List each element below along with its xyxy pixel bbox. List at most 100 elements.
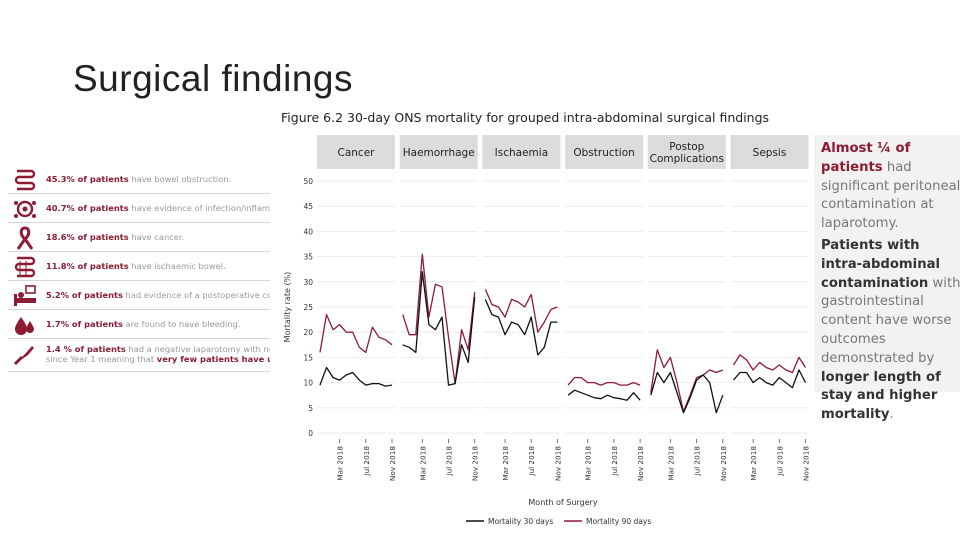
callout-bold-2: longer length of stay and higher mortali…	[821, 369, 941, 423]
blood-drops-icon	[15, 317, 34, 335]
stat-text: are found to have bleeding.	[122, 319, 241, 329]
panel-header	[565, 135, 644, 169]
panel-title: Postop	[669, 141, 704, 153]
x-tick-label: Mar 2018	[336, 446, 345, 481]
series-line-mortality-90-days	[567, 376, 641, 386]
y-tick-label: 50	[303, 177, 313, 186]
x-tick-label: Nov 2018	[802, 446, 811, 481]
panel-header	[317, 135, 395, 169]
y-tick-label: 20	[303, 328, 313, 337]
postoperative-bed-icon	[14, 285, 36, 306]
panel-haemorrhage: Haemorrhage Mar 2018 Jul 2018 Nov 2018	[399, 135, 480, 481]
figure-title: Figure 6.2 30-day ONS mortality for grou…	[281, 110, 770, 125]
x-tick-label: Nov 2018	[553, 446, 562, 481]
stat-value: 5.2% of patients	[46, 290, 123, 300]
list-item: 5.2% of patients had evidence of a posto…	[8, 283, 270, 310]
stat-value: 1.4 % of patients	[46, 344, 126, 354]
panel-title: Complications	[650, 153, 724, 165]
x-axis-label: Month of Surgery	[528, 498, 597, 507]
series-line-mortality-30-days	[733, 369, 807, 389]
y-tick-label: 0	[308, 429, 313, 438]
series-line-mortality-90-days	[732, 354, 807, 374]
callout-highlight: Almost ¼ of patients	[821, 141, 911, 175]
list-item: 11.8% of patients have ischaemic bowel.	[8, 254, 270, 281]
panel-header	[399, 135, 478, 169]
series-line-mortality-30-days	[402, 271, 476, 386]
series-line-mortality-90-days	[319, 313, 393, 354]
panel-cancer: Cancer Mar 2018 Jul 2018 Nov 2018	[317, 135, 397, 481]
y-tick-label: 5	[308, 404, 313, 413]
y-tick-label: 45	[303, 202, 313, 211]
x-tick-label: Mar 2018	[501, 446, 510, 481]
list-item: 18.6% of patients have cancer.	[8, 225, 270, 252]
panel-ischaemia: Ischaemia Mar 2018 Jul 2018 Nov 2018	[482, 135, 562, 481]
panel-title: Haemorrhage	[403, 147, 475, 159]
stat-value: 18.6% of patients	[46, 232, 129, 242]
callout-text: had significant peritoneal contamination…	[821, 159, 960, 232]
panel-header	[647, 135, 726, 169]
y-tick-label: 40	[303, 227, 313, 236]
y-tick-label: 25	[303, 303, 313, 312]
stat-value: 45.3% of patients	[46, 174, 129, 184]
list-item: 40.7% of patients have evidence of infec…	[8, 196, 270, 223]
contamination-callout: Almost ¼ of patients had significant per…	[814, 135, 960, 422]
stat-text: have bowel obstruction.	[128, 174, 232, 184]
y-tick-label: 35	[303, 253, 313, 262]
series-line-mortality-30-days	[319, 366, 393, 387]
list-item: 45.3% of patients have bowel obstruction…	[8, 167, 270, 194]
series-line-mortality-30-days	[484, 299, 558, 356]
series-line-mortality-30-days	[650, 371, 724, 414]
x-tick-label: Nov 2018	[719, 446, 728, 481]
stat-value: 40.7% of patients	[46, 203, 129, 213]
panel-title: Sepsis	[753, 147, 787, 159]
scalpel-icon	[13, 346, 34, 366]
panel-obstruction: Obstruction Mar 2018 Jul 2018 Nov 2018	[565, 135, 645, 481]
series-line-mortality-90-days	[650, 349, 724, 413]
series-line-mortality-90-days	[402, 253, 476, 385]
x-tick-label: Mar 2018	[418, 446, 427, 481]
x-tick-label: Mar 2018	[584, 446, 593, 481]
stat-text: have ischaemic bowel.	[128, 261, 226, 271]
stat-text-line2-bold: very few patients have unnecess	[156, 354, 270, 364]
cancer-ribbon-icon	[16, 226, 34, 250]
legend-label-30: Mortality 30 days	[488, 517, 553, 526]
mortality-chart: 0 5 10 15 20 25 30 35 40 45 50 Mortality rate (%) Ca…	[283, 135, 811, 526]
x-tick-label: Jul 2018	[610, 446, 619, 477]
stat-text: had evidence of a postoperative complic	[125, 290, 270, 300]
ischaemic-bowel-icon	[14, 256, 36, 278]
x-tick-label: Jul 2018	[693, 446, 702, 477]
slide-title: Surgical findings	[73, 58, 353, 99]
x-tick-label: Nov 2018	[388, 446, 397, 481]
x-tick-label: Jul 2018	[362, 446, 371, 477]
list-item: 1.4 % of patients had a negative laparot…	[8, 341, 270, 372]
findings-list: 45.3% of patients have bowel obstruction…	[8, 167, 270, 374]
x-tick-label: Nov 2018	[636, 446, 645, 481]
y-tick-label: 15	[303, 353, 313, 362]
stat-text-line2: since Year 1 meaning that	[46, 354, 157, 364]
x-tick-label: Nov 2018	[471, 446, 480, 481]
x-tick-label: Mar 2018	[666, 446, 675, 481]
x-tick-label: Jul 2018	[445, 446, 454, 477]
series-line-mortality-30-days	[567, 389, 641, 401]
stat-text: had a negative laparotomy with normal i	[128, 344, 270, 354]
panel-sepsis: Sepsis Mar 2018 Jul 2018 Nov 2018	[730, 135, 811, 481]
bowel-obstruction-icon	[14, 169, 36, 191]
x-tick-label: Mar 2018	[749, 446, 758, 481]
y-axis-label: Mortality rate (%)	[283, 272, 292, 343]
y-tick-label: 10	[303, 379, 313, 388]
callout-end: .	[889, 407, 894, 423]
legend-label-90: Mortality 90 days	[586, 517, 651, 526]
stat-value: 11.8% of patients	[46, 261, 129, 271]
panel-title: Ischaemia	[495, 147, 548, 159]
panel-header	[730, 135, 809, 169]
callout-text-2: with gastrointestinal content have worse…	[821, 275, 960, 366]
panel-title: Cancer	[338, 147, 376, 159]
series-line-mortality-90-days	[484, 289, 558, 333]
stat-text: have cancer.	[128, 232, 185, 242]
stat-text: have evidence of infection/inflammatio	[131, 203, 270, 213]
stat-value: 1.7% of patients	[46, 319, 123, 329]
panel-title: Obstruction	[573, 147, 634, 159]
y-tick-label: 30	[303, 278, 313, 287]
callout-bold-1: Patients with intra-abdominal contaminat…	[821, 238, 940, 291]
